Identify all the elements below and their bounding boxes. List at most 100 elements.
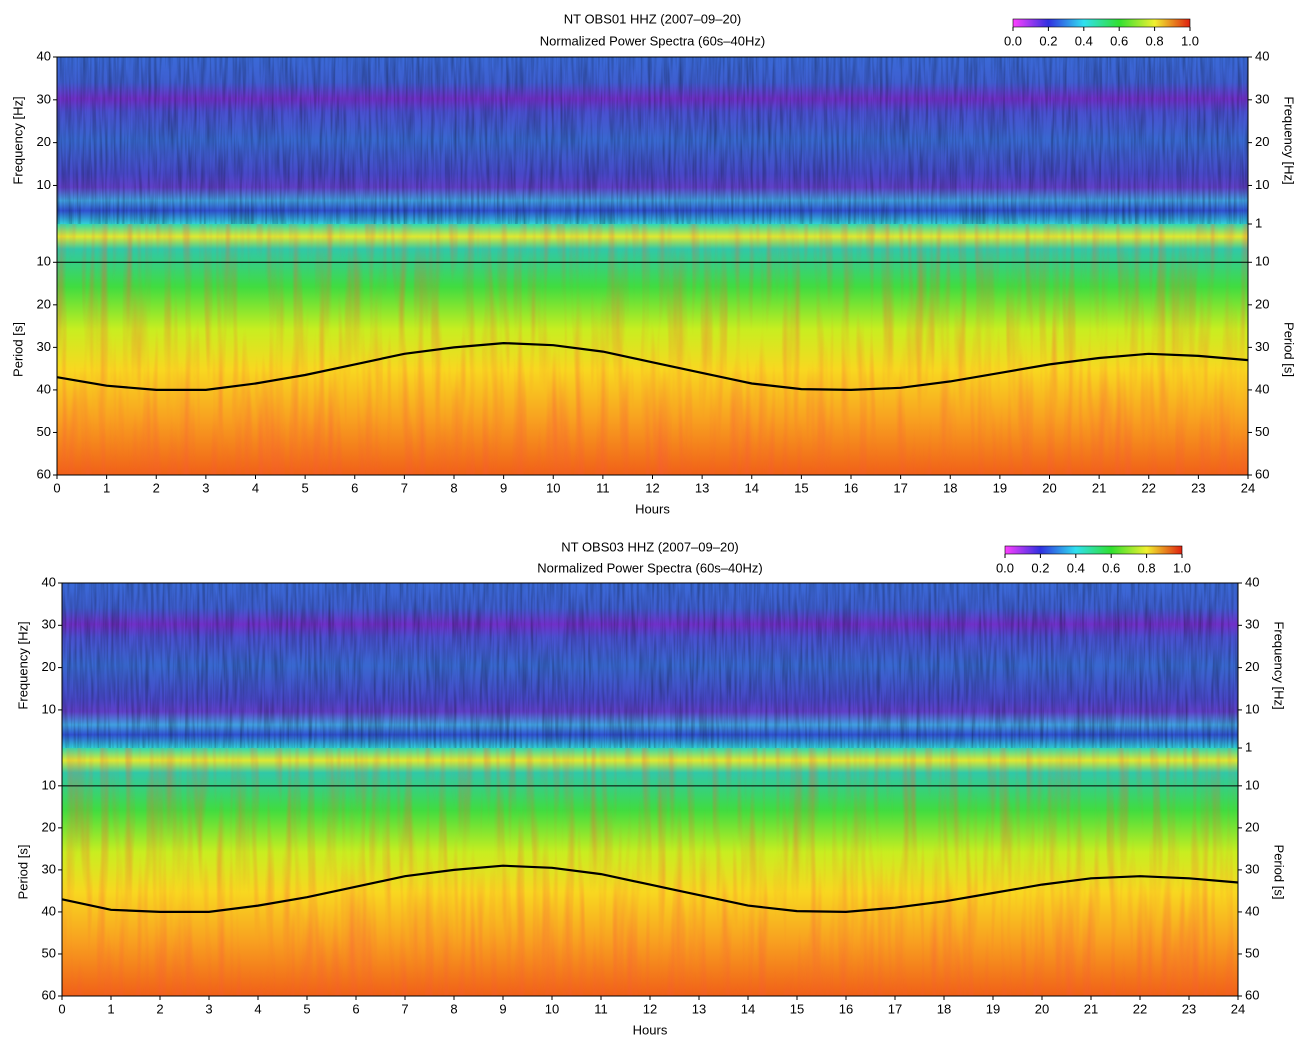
colorbar-tick-label: 0.0: [1004, 33, 1022, 48]
x-tick-label: 13: [695, 480, 709, 495]
tidal-curve: [56, 341, 1249, 392]
colorbar-tick-label: 0.4: [1067, 560, 1085, 575]
colorbar-tick-label: 1.0: [1173, 560, 1191, 575]
x-tick-label: 6: [352, 1001, 359, 1016]
spectrogram-texture: [62, 583, 1238, 748]
y-axis-label: Period [s]: [15, 845, 30, 900]
y2-tick-label: 10: [1255, 254, 1269, 269]
x-tick-label: 8: [450, 1001, 457, 1016]
x-tick-label: 22: [1133, 1001, 1147, 1016]
spectrogram-texture: [57, 224, 1248, 475]
y2-tick-label: 50: [1255, 424, 1269, 439]
x-tick-label: 12: [643, 1001, 657, 1016]
y-tick-label: 10: [42, 777, 56, 792]
x-axis-label: Hours: [635, 501, 670, 516]
y2-tick-label: 30: [1255, 339, 1269, 354]
x-tick-label: 5: [302, 480, 309, 495]
y-axis-label: Frequency [Hz]: [1282, 96, 1297, 184]
x-tick-label: 1: [107, 1001, 114, 1016]
y-tick-label: 30: [37, 339, 51, 354]
y-tick-label: 10: [42, 701, 56, 716]
x-tick-label: 20: [1042, 480, 1056, 495]
x-axis-label: Hours: [633, 1022, 668, 1037]
x-tick-label: 15: [790, 1001, 804, 1016]
x-tick-label: 4: [254, 1001, 261, 1016]
y2-tick-label: 60: [1255, 466, 1269, 481]
x-tick-label: 17: [888, 1001, 902, 1016]
y-tick-label: 30: [37, 91, 51, 106]
y-tick-label: 50: [37, 424, 51, 439]
x-tick-label: 11: [594, 1001, 608, 1016]
x-tick-label: 24: [1231, 1001, 1245, 1016]
x-tick-label: 5: [303, 1001, 310, 1016]
y-tick-label: 60: [37, 466, 51, 481]
y2-tick-label: 40: [1255, 381, 1269, 396]
x-tick-label: 20: [1035, 1001, 1049, 1016]
y-tick-label: 20: [1245, 659, 1259, 674]
colorbar-tick-label: 0.6: [1102, 560, 1120, 575]
colorbar-tick-label: 0.8: [1146, 33, 1164, 48]
y-tick-label: 40: [37, 48, 51, 63]
x-tick-label: 18: [943, 480, 957, 495]
y2-tick-label: 20: [1255, 296, 1269, 311]
y-tick-label: 40: [42, 574, 56, 589]
x-tick-label: 13: [692, 1001, 706, 1016]
x-tick-label: 0: [53, 480, 60, 495]
y-tick-label: 40: [37, 381, 51, 396]
x-tick-label: 10: [545, 1001, 559, 1016]
panel: NT OBS01 HHZ (2007‒09‒20) Normalized Powe…: [10, 11, 1296, 516]
x-tick-label: 6: [351, 480, 358, 495]
y2-tick-label: 10: [1245, 777, 1259, 792]
x-tick-label: 22: [1142, 480, 1156, 495]
colorbar-tick-label: 1.0: [1181, 33, 1199, 48]
y-tick-label: 30: [1245, 617, 1259, 632]
y-axis-label: Period [s]: [10, 322, 25, 377]
x-tick-label: 19: [993, 480, 1007, 495]
x-tick-label: 10: [546, 480, 560, 495]
y-tick-label: 30: [1255, 91, 1269, 106]
x-tick-label: 24: [1241, 480, 1255, 495]
panel: NT OBS03 HHZ (2007‒09‒20) Normalized Powe…: [15, 539, 1286, 1037]
y-tick-label: 10: [37, 254, 51, 269]
x-tick-label: 3: [202, 480, 209, 495]
chart-title: NT OBS03 HHZ (2007‒09‒20): [561, 539, 739, 554]
colorbar-tick-label: 0.4: [1075, 33, 1093, 48]
y-axis-label: Frequency [Hz]: [10, 96, 25, 184]
x-tick-label: 14: [745, 480, 759, 495]
x-tick-label: 18: [937, 1001, 951, 1016]
y-axis-label: Period [s]: [1282, 322, 1297, 377]
x-tick-label: 23: [1191, 480, 1205, 495]
y-tick-label: 10: [1255, 177, 1269, 192]
colorbar: [1004, 545, 1183, 555]
chart-title: NT OBS01 HHZ (2007‒09‒20): [564, 11, 742, 26]
colorbar-tick-label: 0.0: [996, 560, 1014, 575]
y-tick-label: 60: [42, 987, 56, 1002]
x-tick-label: 19: [986, 1001, 1000, 1016]
y2-tick-label: 20: [1245, 819, 1259, 834]
x-tick-label: 2: [156, 1001, 163, 1016]
y-tick-label: 30: [42, 617, 56, 632]
x-tick-label: 7: [401, 1001, 408, 1016]
spectrogram-texture: [62, 748, 1238, 996]
x-tick-label: 9: [500, 480, 507, 495]
x-tick-label: 14: [741, 1001, 755, 1016]
y2-tick-label: 40: [1245, 903, 1259, 918]
x-tick-label: 9: [499, 1001, 506, 1016]
x-tick-label: 21: [1084, 1001, 1098, 1016]
colorbar-tick-label: 0.2: [1031, 560, 1049, 575]
x-tick-label: 11: [596, 480, 610, 495]
x-tick-label: 15: [794, 480, 808, 495]
y-axis-label: Frequency [Hz]: [1272, 621, 1287, 709]
y2-tick-label: 1: [1255, 215, 1262, 230]
colorbar-tick-label: 0.6: [1110, 33, 1128, 48]
x-tick-label: 23: [1182, 1001, 1196, 1016]
chart-subtitle: Normalized Power Spectra (60s‒40Hz): [540, 33, 765, 48]
colorbar-tick-label: 0.8: [1138, 560, 1156, 575]
x-tick-label: 1: [103, 480, 110, 495]
y-tick-label: 10: [1245, 701, 1259, 716]
x-tick-label: 17: [893, 480, 907, 495]
x-tick-label: 2: [153, 480, 160, 495]
y2-tick-label: 30: [1245, 861, 1259, 876]
x-tick-label: 12: [645, 480, 659, 495]
